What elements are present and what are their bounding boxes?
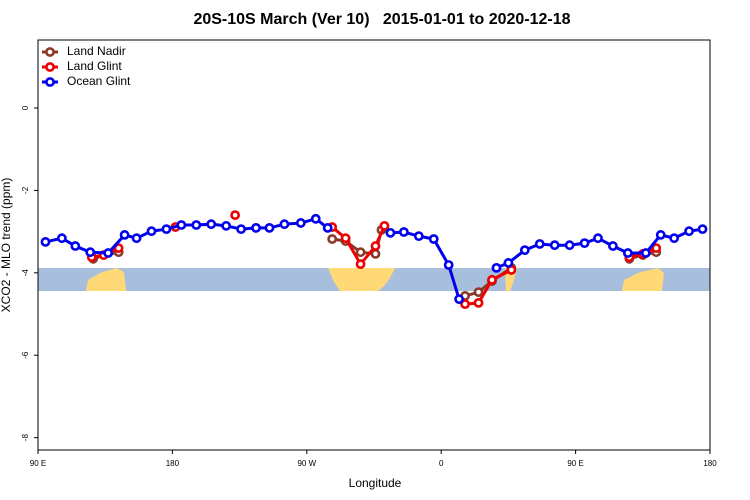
y-tick-label: -8	[21, 434, 30, 442]
data-point	[503, 258, 514, 268]
series-line	[91, 225, 657, 306]
data-point	[579, 238, 590, 249]
data-point	[191, 220, 202, 230]
data-point	[443, 260, 454, 270]
data-point	[113, 243, 124, 253]
data-point	[70, 241, 81, 251]
data-point	[534, 239, 545, 249]
data-point	[379, 220, 390, 231]
data-point	[608, 241, 618, 251]
data-point	[327, 234, 338, 244]
data-point	[454, 294, 465, 305]
land-patch	[328, 268, 395, 291]
legend-marker	[45, 62, 55, 72]
data-point	[279, 219, 290, 230]
data-point	[322, 222, 333, 233]
x-axis-label: Longitude	[349, 476, 402, 490]
data-point	[385, 227, 396, 238]
data-point	[651, 243, 662, 253]
data-point	[56, 233, 67, 244]
data-point	[176, 220, 187, 230]
y-axis-label: XCO2 - MLO trend (ppm)	[0, 178, 13, 313]
data-point	[640, 248, 651, 258]
legend-label: Ocean Glint	[67, 74, 131, 88]
x-tick-label: 90 E	[567, 459, 583, 468]
data-point	[221, 220, 232, 231]
x-tick-label: 180	[703, 459, 717, 468]
data-point	[264, 222, 275, 233]
data-point	[119, 230, 130, 240]
data-point	[295, 218, 306, 228]
data-point	[370, 241, 381, 251]
y-tick-label: 0	[21, 105, 30, 110]
data-point	[85, 247, 96, 258]
data-point	[655, 230, 666, 240]
data-point	[473, 287, 484, 298]
data-point	[473, 297, 484, 308]
legend-marker	[45, 47, 55, 57]
map-strip	[38, 268, 710, 291]
data-point	[40, 237, 51, 247]
data-point	[340, 233, 351, 244]
legend-label: Land Nadir	[67, 44, 126, 58]
x-tick-label: 90 W	[297, 459, 316, 468]
data-point	[103, 248, 114, 258]
legend-marker	[45, 77, 55, 87]
land-patch	[86, 268, 126, 291]
y-tick-label: -6	[21, 351, 30, 359]
data-point	[230, 210, 241, 221]
x-tick-label: 90 E	[30, 459, 46, 468]
data-point	[684, 226, 694, 237]
land-patch	[622, 268, 664, 291]
data-point	[697, 224, 708, 235]
data-point	[146, 226, 157, 237]
data-point	[549, 240, 560, 251]
data-point	[206, 219, 217, 230]
data-point	[398, 227, 409, 237]
chart-title: 20S-10S March (Ver 10) 2015-01-01 to 202…	[193, 11, 570, 28]
data-point	[355, 247, 366, 258]
x-tick-label: 0	[439, 459, 444, 468]
data-point	[491, 262, 502, 273]
y-tick-label: -4	[21, 269, 30, 277]
data-point	[310, 213, 321, 224]
data-point	[236, 224, 246, 235]
plot-frame	[37, 39, 711, 451]
data-point	[622, 248, 633, 258]
data-point	[564, 240, 575, 251]
data-point	[413, 231, 424, 242]
legend-label: Land Glint	[67, 59, 122, 73]
data-point	[355, 259, 366, 270]
y-tick-label: -2	[21, 186, 30, 194]
data-point	[161, 224, 172, 235]
data-point	[460, 299, 470, 310]
data-point	[593, 233, 603, 244]
data-point	[131, 233, 142, 244]
data-point	[487, 274, 497, 285]
data-point	[251, 222, 261, 233]
x-tick-label: 180	[166, 459, 180, 468]
data-point	[519, 245, 530, 256]
data-point	[428, 234, 439, 244]
data-point	[669, 233, 680, 244]
